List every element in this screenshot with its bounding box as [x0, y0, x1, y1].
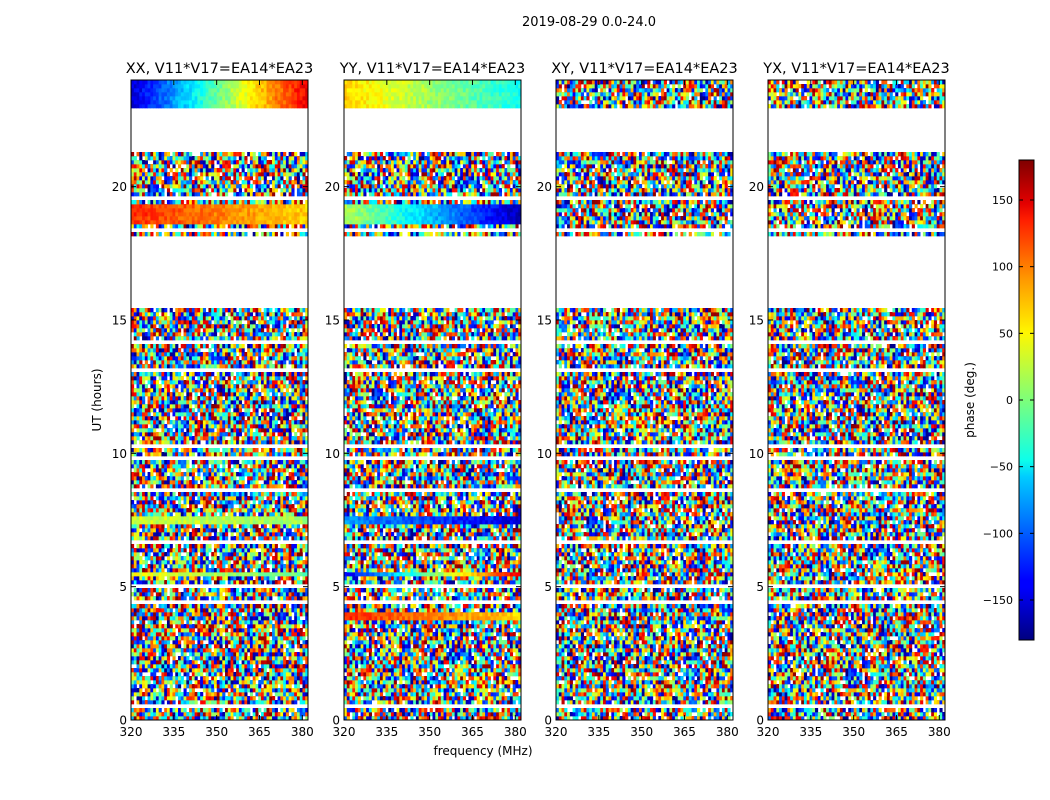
panel-4: YX, V11*V17=EA14*EA23 0 5 10 15 20 320 335 350 36…: [749, 61, 951, 739]
y-tick-label: 20: [112, 180, 127, 194]
plot-frame: [130, 79, 309, 721]
y-axis-label: UT (hours): [90, 368, 104, 431]
y-tick-label: 5: [119, 580, 127, 594]
x-tick-label: 335: [587, 725, 610, 739]
panel-title: YX, V11*V17=EA14*EA23: [762, 61, 949, 77]
x-tick-label: 365: [248, 725, 271, 739]
x-tick-label: 320: [333, 725, 356, 739]
colorbar-tick-label: 50: [999, 327, 1013, 340]
panel-title: XY, V11*V17=EA14*EA23: [551, 61, 737, 77]
x-tick-label: 335: [162, 725, 185, 739]
y-tick-label: 20: [325, 180, 340, 194]
y-tick-label: 15: [325, 314, 340, 328]
phase-image: [768, 80, 946, 721]
figure-suptitle: 2019-08-29 0.0-24.0: [522, 15, 656, 30]
colorbar: 150 100 50 0 −50 −100 −150 phase (deg.): [963, 159, 1035, 641]
panel-3: XY, V11*V17=EA14*EA23 0 5 10 15 20 320 335 350 36…: [537, 61, 739, 739]
panel-2: YY, V11*V17=EA14*EA23 0 5 10 15 20 320 335 350 36…: [325, 61, 527, 739]
x-tick-label: 320: [120, 725, 143, 739]
colorbar-tick-label: −100: [983, 527, 1013, 540]
x-tick-label: 320: [757, 725, 780, 739]
x-tick-label: 380: [291, 725, 314, 739]
y-tick-label: 10: [112, 447, 127, 461]
panel-title: YY, V11*V17=EA14*EA23: [339, 61, 525, 77]
x-tick-label: 380: [504, 725, 527, 739]
phase-image: [556, 80, 734, 721]
y-tick-label: 5: [332, 580, 340, 594]
colorbar-tick-label: −50: [990, 461, 1013, 474]
x-tick-label: 365: [885, 725, 908, 739]
colorbar-label: phase (deg.): [963, 362, 977, 438]
y-tick-label: 0: [119, 714, 127, 728]
x-tick-label: 380: [928, 725, 951, 739]
y-tick-label: 15: [537, 314, 552, 328]
colorbar-ticks: 150 100 50 0 −50 −100 −150: [983, 194, 1034, 607]
x-tick-label: 350: [842, 725, 865, 739]
y-tick-label: 10: [325, 447, 340, 461]
phase-image: [344, 80, 522, 721]
y-tick-label: 15: [749, 314, 764, 328]
panels: XX, V11*V17=EA14*EA23 0 5 10 15 20 320 335 350 36…: [112, 61, 951, 739]
x-tick-label: 365: [673, 725, 696, 739]
plot-frame: [343, 79, 522, 721]
y-tick-label: 20: [537, 180, 552, 194]
y-tick-label: 10: [537, 447, 552, 461]
colorbar-tick-label: 150: [992, 194, 1013, 207]
colorbar-tick-label: −150: [983, 594, 1013, 607]
x-tick-label: 380: [716, 725, 739, 739]
panel-1: XX, V11*V17=EA14*EA23 0 5 10 15 20 320 335 350 36…: [112, 61, 314, 739]
x-tick-label: 335: [375, 725, 398, 739]
y-tick-label: 0: [544, 714, 552, 728]
plot-frame: [767, 79, 946, 721]
x-tick-label: 350: [205, 725, 228, 739]
x-tick-label: 350: [418, 725, 441, 739]
y-tick-label: 0: [332, 714, 340, 728]
y-tick-label: 20: [749, 180, 764, 194]
y-tick-label: 5: [544, 580, 552, 594]
colorbar-tick-label: 0: [1006, 394, 1013, 407]
colorbar-tick-label: 100: [992, 261, 1013, 274]
x-tick-label: 320: [545, 725, 568, 739]
x-tick-label: 350: [630, 725, 653, 739]
y-tick-label: 10: [749, 447, 764, 461]
x-axis-label: frequency (MHz): [433, 744, 532, 758]
plot-frame: [555, 79, 734, 721]
panel-title: XX, V11*V17=EA14*EA23: [126, 61, 314, 77]
x-tick-label: 365: [461, 725, 484, 739]
y-tick-label: 0: [756, 714, 764, 728]
y-tick-label: 5: [756, 580, 764, 594]
y-tick-label: 15: [112, 314, 127, 328]
x-tick-label: 335: [799, 725, 822, 739]
phase-image: [131, 80, 309, 721]
